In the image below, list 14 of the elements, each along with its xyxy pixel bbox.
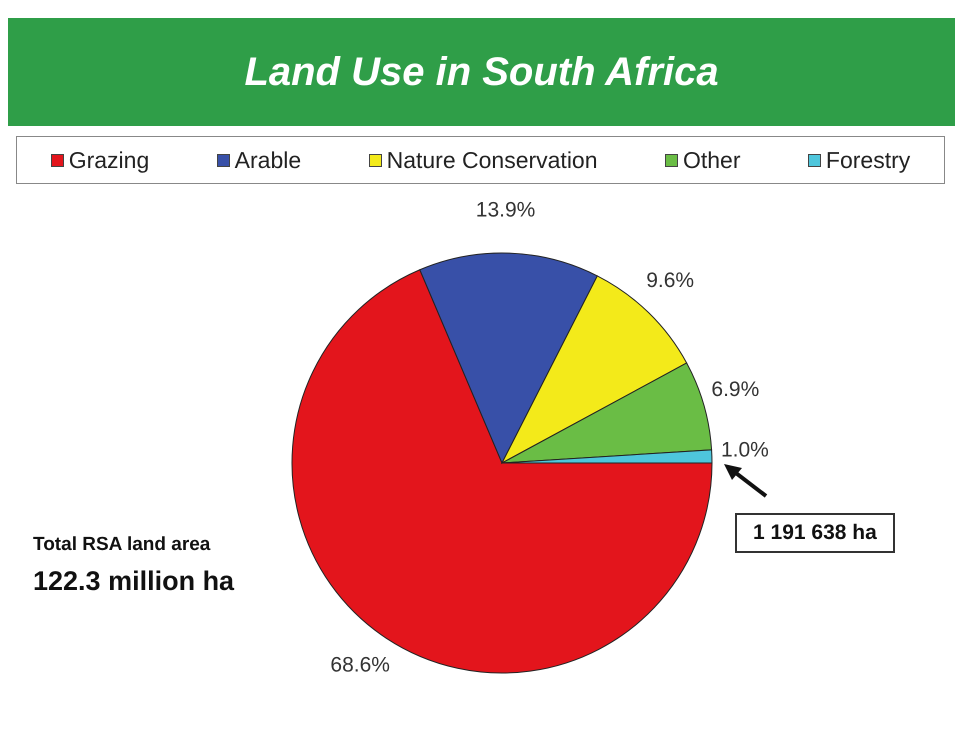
data-label: 9.6% <box>646 268 694 292</box>
legend-label: Forestry <box>824 146 910 174</box>
legend-label: Arable <box>234 146 302 174</box>
data-label: 1.0% <box>720 438 769 462</box>
data-label: 68.6% <box>330 653 390 676</box>
text: 1 191 638 ha <box>735 513 895 553</box>
text: 122.3 million ha <box>33 566 234 597</box>
legend-label: Nature Conservation <box>386 146 598 174</box>
data-label: 13.9% <box>476 198 536 222</box>
legend-label: Other <box>682 146 740 174</box>
legend-label: Grazing <box>68 146 150 174</box>
chart-title: Land Use in South Africa <box>8 18 955 126</box>
data-label: 6.9% <box>711 378 760 402</box>
text: Total RSA land area <box>33 534 210 556</box>
